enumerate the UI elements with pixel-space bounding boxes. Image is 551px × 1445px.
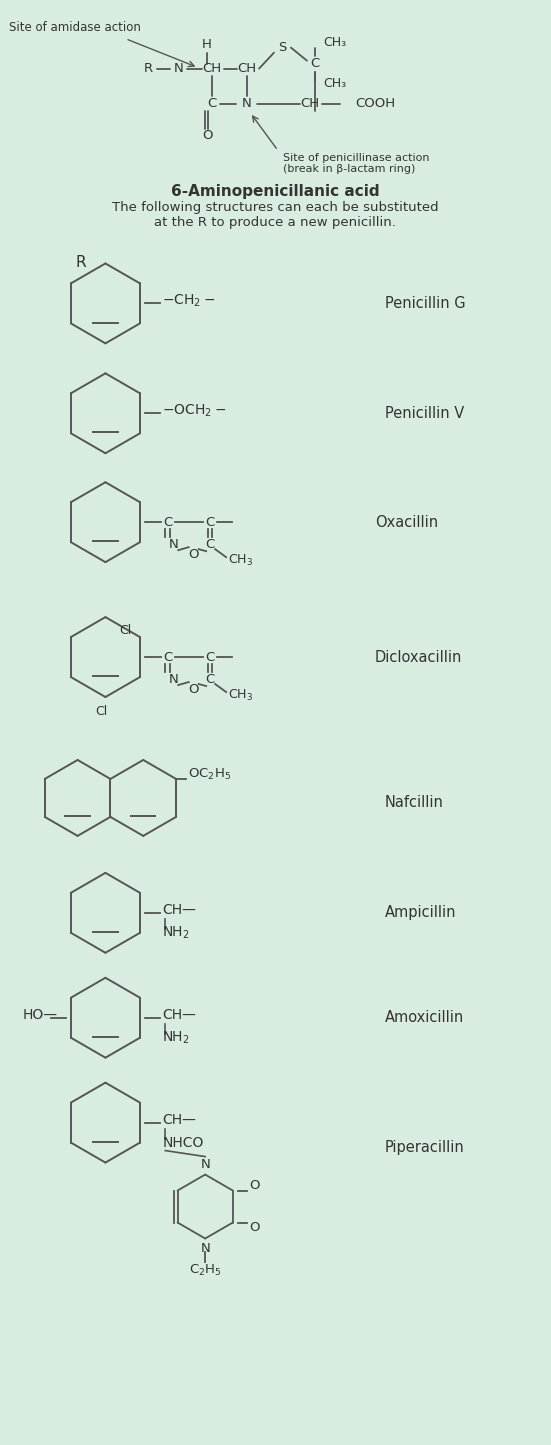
- Text: $\mathregular{CH_3}$: $\mathregular{CH_3}$: [228, 688, 253, 702]
- Text: Penicillin V: Penicillin V: [385, 406, 464, 420]
- Text: Ampicillin: Ampicillin: [385, 906, 456, 920]
- Text: C: C: [206, 538, 215, 551]
- Text: NH$_2$: NH$_2$: [163, 925, 190, 941]
- Text: O: O: [249, 1179, 260, 1192]
- Text: CH: CH: [237, 62, 257, 75]
- Text: R: R: [144, 62, 153, 75]
- Text: Nafcillin: Nafcillin: [385, 795, 444, 811]
- Text: $-\mathregular{CH_2}-$: $-\mathregular{CH_2}-$: [163, 292, 215, 309]
- Text: $\mathregular{OC_2H_5}$: $\mathregular{OC_2H_5}$: [188, 767, 231, 783]
- Text: Amoxicillin: Amoxicillin: [385, 1010, 464, 1025]
- Text: Site of penicillinase action
(break in β-lactam ring): Site of penicillinase action (break in β…: [283, 153, 429, 175]
- Text: $\mathregular{CH_3}$: $\mathregular{CH_3}$: [228, 552, 253, 568]
- Text: C: C: [206, 516, 215, 529]
- Text: NH$_2$: NH$_2$: [163, 1029, 190, 1046]
- Text: CH—: CH—: [163, 1113, 196, 1127]
- Text: Piperacillin: Piperacillin: [385, 1140, 464, 1155]
- Text: N: N: [174, 62, 183, 75]
- Text: $-\mathregular{OCH_2}-$: $-\mathregular{OCH_2}-$: [163, 402, 226, 419]
- Text: COOH: COOH: [355, 97, 395, 110]
- Text: C: C: [164, 516, 173, 529]
- Text: Cl: Cl: [95, 705, 107, 718]
- Text: $\mathregular{C_2H_5}$: $\mathregular{C_2H_5}$: [189, 1263, 222, 1277]
- Text: The following structures can each be substituted
at the R to produce a new penic: The following structures can each be sub…: [112, 201, 438, 228]
- Text: N: N: [169, 538, 178, 551]
- Text: CH: CH: [203, 62, 222, 75]
- Text: N: N: [201, 1243, 210, 1256]
- Text: Cl: Cl: [120, 624, 132, 637]
- Text: CH: CH: [300, 97, 320, 110]
- Text: N: N: [201, 1157, 210, 1170]
- Text: C: C: [206, 650, 215, 663]
- Text: O: O: [188, 548, 199, 561]
- Text: NHCO: NHCO: [163, 1136, 204, 1150]
- Text: C: C: [164, 650, 173, 663]
- Text: CH—: CH—: [163, 903, 196, 916]
- Text: H: H: [202, 38, 212, 51]
- Text: O: O: [249, 1221, 260, 1234]
- Text: CH₃: CH₃: [323, 77, 346, 90]
- Text: CH—: CH—: [163, 1007, 196, 1022]
- Text: C: C: [206, 672, 215, 685]
- Text: O: O: [188, 682, 199, 695]
- Text: 6-Aminopenicillanic acid: 6-Aminopenicillanic acid: [171, 184, 379, 198]
- Text: CH₃: CH₃: [323, 36, 346, 49]
- Text: Site of amidase action: Site of amidase action: [9, 20, 141, 33]
- Text: Dicloxacillin: Dicloxacillin: [375, 650, 462, 665]
- Text: S: S: [278, 40, 286, 53]
- Text: C: C: [310, 58, 320, 71]
- Text: N: N: [242, 97, 252, 110]
- Text: HO—: HO—: [23, 1007, 58, 1022]
- Text: Oxacillin: Oxacillin: [375, 514, 438, 530]
- Text: C: C: [208, 97, 217, 110]
- Text: Penicillin G: Penicillin G: [385, 296, 466, 311]
- Text: N: N: [169, 672, 178, 685]
- Text: R: R: [75, 256, 86, 270]
- Text: O: O: [202, 129, 213, 142]
